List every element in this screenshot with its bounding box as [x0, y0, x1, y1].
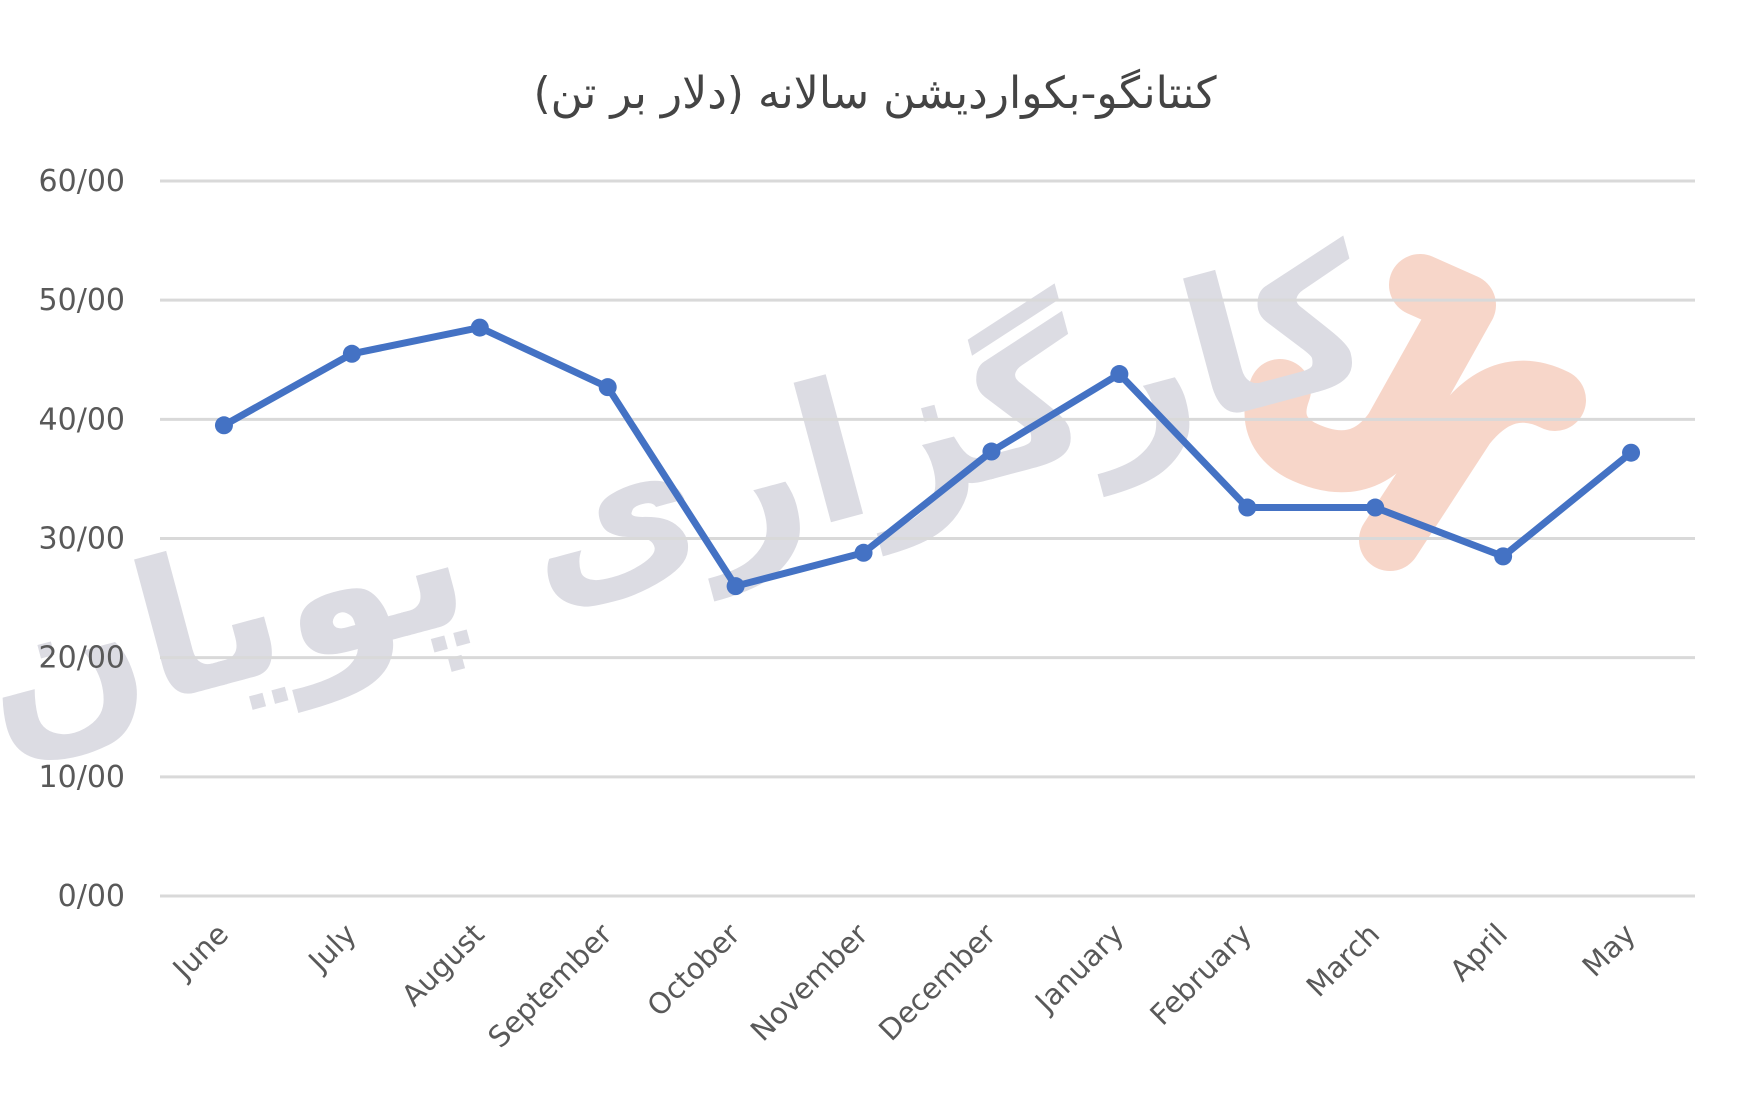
data-point [982, 442, 1001, 461]
x-tick-label: March [1300, 917, 1387, 1004]
data-point [1238, 498, 1257, 517]
y-axis-ticks: 0/00 10/00 20/00 30/00 40/00 50/00 60/00 [39, 164, 125, 914]
x-tick-label: July [300, 917, 362, 979]
x-tick-label: June [165, 917, 235, 987]
y-tick-label: 50/00 [39, 283, 125, 318]
y-tick-label: 30/00 [39, 522, 125, 557]
x-tick-label: September [481, 917, 618, 1054]
data-point [214, 416, 233, 435]
watermark-logo [1244, 254, 1586, 571]
y-tick-label: 20/00 [39, 641, 125, 676]
x-tick-label: December [872, 917, 1002, 1047]
y-tick-label: 40/00 [39, 402, 125, 437]
data-point [598, 378, 617, 397]
x-tick-label: August [395, 917, 491, 1013]
data-point [1622, 443, 1641, 462]
series-layer [214, 318, 1641, 596]
y-tick-label: 60/00 [39, 164, 125, 199]
data-point [1110, 365, 1129, 384]
x-tick-label: February [1143, 917, 1258, 1032]
grid [160, 179, 1695, 898]
x-tick-label: January [1027, 917, 1130, 1020]
data-point [1366, 498, 1385, 517]
watermark-text: کارگزاری پویان [0, 205, 1393, 791]
data-point [1494, 547, 1513, 566]
data-point [854, 543, 873, 562]
x-tick-label: May [1576, 917, 1642, 983]
chart-title: کنتانگو-بکواردیشن سالانه (دلار بر تن) [533, 68, 1216, 119]
series-line [220, 324, 1635, 590]
data-point [470, 318, 489, 337]
x-tick-label: April [1443, 917, 1514, 988]
y-tick-label: 10/00 [39, 760, 125, 795]
x-tick-label: October [640, 917, 746, 1023]
y-tick-label: 0/00 [58, 879, 125, 914]
watermark: کارگزاری پویان [0, 205, 1586, 791]
data-point [726, 577, 745, 596]
x-tick-label: November [744, 917, 875, 1048]
data-point [342, 344, 361, 363]
